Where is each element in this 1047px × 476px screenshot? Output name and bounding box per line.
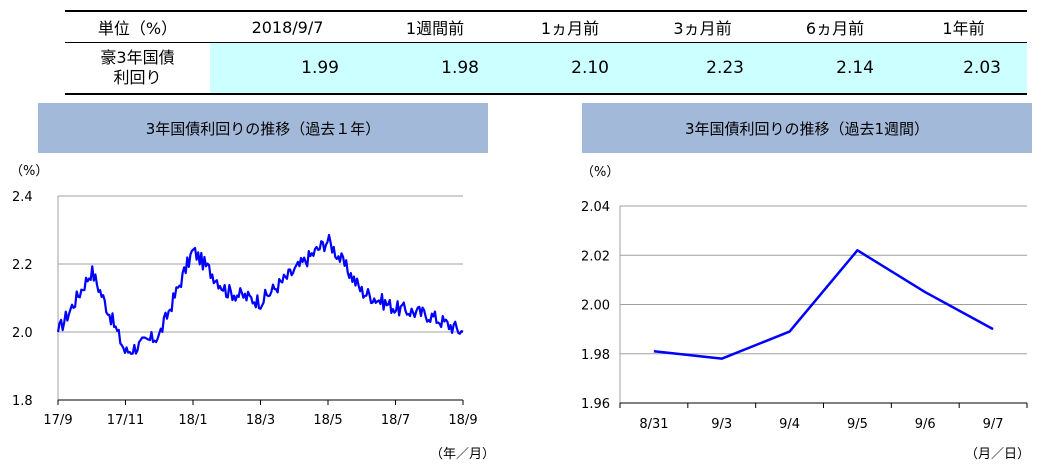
y-axis-unit-label: （%） <box>10 164 48 179</box>
x-tick-label: 18/7 <box>381 413 410 428</box>
value-3m: 2.23 <box>635 42 770 94</box>
x-tick-label: 9/4 <box>779 417 800 432</box>
x-tick-label: 9/5 <box>847 417 868 432</box>
column-header-current: 2018/9/7 <box>251 17 324 37</box>
y-tick-label: 2.4 <box>12 190 33 205</box>
y-tick-label: 2.0 <box>12 326 33 341</box>
x-tick-label: 17/11 <box>107 413 144 428</box>
value-current: 1.99 <box>210 42 365 94</box>
column-header-6m: 6ヵ月前 <box>805 19 865 38</box>
yield-summary-table: 単位（%） 2018/9/7 1週間前 1ヵ月前 3ヵ月前 6ヵ月前 1年前 豪… <box>65 10 1027 95</box>
column-header-1w: 1週間前 <box>405 19 465 38</box>
value-1y: 2.03 <box>900 42 1027 94</box>
x-tick-label: 18/1 <box>178 413 207 428</box>
y-tick-label: 2.02 <box>581 249 610 264</box>
table-row: 豪3年国債 利回り 1.99 1.98 2.10 2.23 2.14 2.03 <box>65 42 1027 95</box>
x-tick-label: 18/3 <box>246 413 275 428</box>
row-label-line2: 利回り <box>113 68 162 87</box>
value-6m: 2.14 <box>770 42 900 94</box>
y-tick-label: 1.96 <box>581 397 610 412</box>
x-tick-label: 9/7 <box>983 417 1004 432</box>
x-tick-label: 17/9 <box>43 413 72 428</box>
x-tick-label: 9/6 <box>915 417 936 432</box>
y-tick-label: 1.98 <box>581 348 610 363</box>
x-tick-label: 18/5 <box>313 413 342 428</box>
unit-label: 単位（%） <box>97 19 178 38</box>
table-header-row: 単位（%） 2018/9/7 1週間前 1ヵ月前 3ヵ月前 6ヵ月前 1年前 <box>65 11 1027 43</box>
column-header-1y: 1年前 <box>942 19 985 38</box>
y-tick-label: 2.04 <box>581 200 610 215</box>
chart-title-1week: 3年国債利回りの推移（過去1週間） <box>582 103 1032 153</box>
yield-series-line <box>56 233 464 355</box>
chart-title-1year: 3年国債利回りの推移（過去１年） <box>38 103 488 153</box>
chart-1week: 2.04 2.02 2.00 1.98 1.96 8/31 9/3 9/4 9/5 9/6 9/7 （… <box>581 165 1030 462</box>
x-axis-unit-label: （年／月） <box>430 447 495 462</box>
y-tick-label: 1.8 <box>12 394 33 409</box>
value-1m: 2.10 <box>505 42 635 94</box>
y-axis-unit-label: （%） <box>581 165 619 180</box>
x-tick-label: 18/9 <box>448 413 477 428</box>
x-axis-unit-label: （月／日） <box>965 447 1030 462</box>
y-tick-label: 2.00 <box>581 299 610 314</box>
chart-1year: 2.4 2.2 2.0 1.8 17/9 17/11 18/1 18/3 18/5 18/7 18/… <box>10 164 495 462</box>
y-tick-label: 2.2 <box>12 258 33 273</box>
column-header-3m: 3ヵ月前 <box>673 19 732 38</box>
x-tick-label: 9/3 <box>711 417 732 432</box>
column-header-1m: 1ヵ月前 <box>540 19 600 38</box>
value-1w: 1.98 <box>365 42 505 94</box>
x-tick-label: 8/31 <box>639 417 668 432</box>
row-label: 豪3年国債 利回り <box>65 43 210 95</box>
row-label-line1: 豪3年国債 <box>100 48 175 67</box>
yield-series-line <box>653 249 994 360</box>
